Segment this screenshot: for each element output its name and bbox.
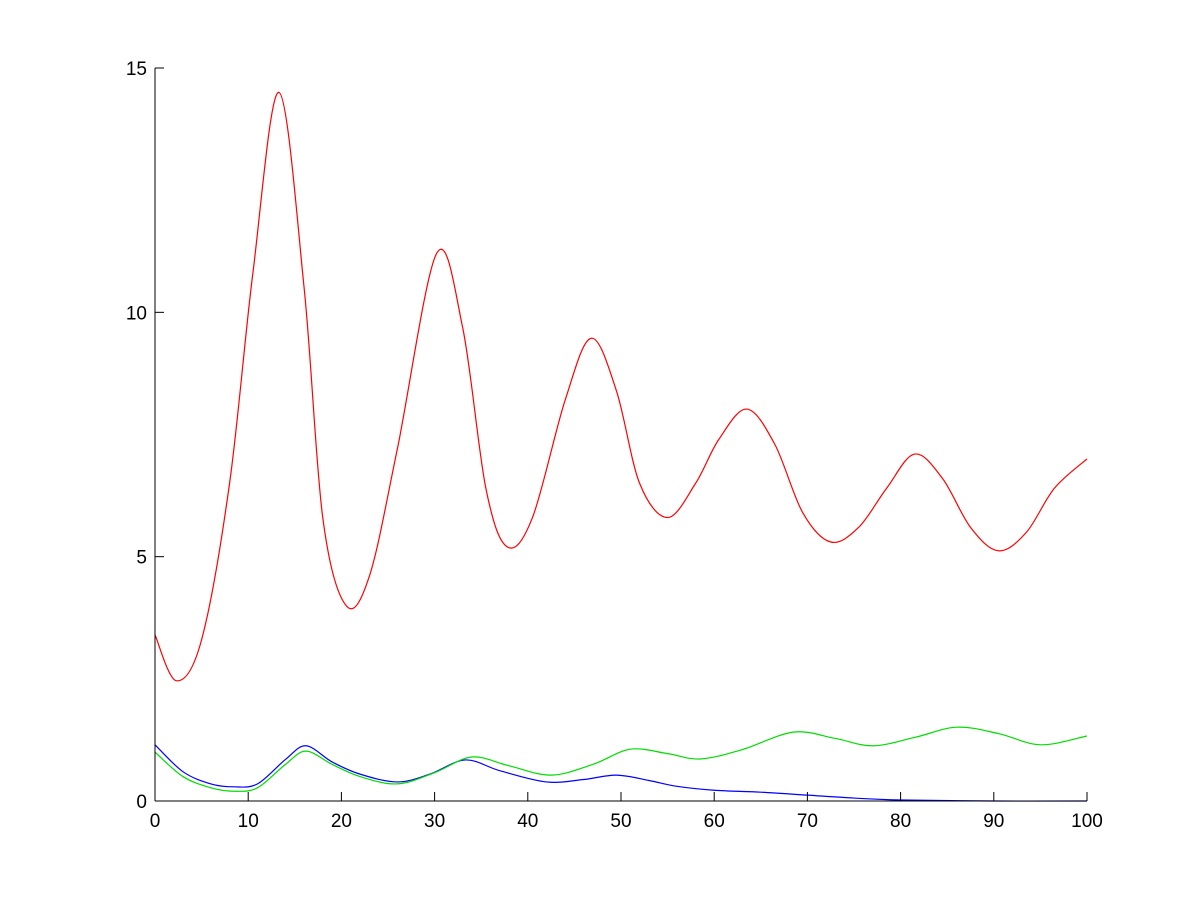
x-tick-label: 80 (890, 811, 911, 832)
y-tick-label: 0 (136, 792, 147, 813)
x-tick-label: 0 (150, 811, 161, 832)
tick-layer: 0 10 20 30 40 50 60 70 80 90 100 0 5 10 15 (126, 59, 1103, 832)
x-tick-label: 10 (238, 811, 259, 832)
series-line-1 (154, 744, 1088, 802)
x-tick-label: 90 (983, 811, 1004, 832)
x-tick-label: 60 (704, 811, 725, 832)
x-tick-label: 100 (1071, 811, 1103, 832)
y-tick-label: 10 (126, 303, 147, 324)
x-tick-label: 40 (517, 811, 538, 832)
x-tick-label: 30 (424, 811, 445, 832)
x-tick-label: 20 (331, 811, 352, 832)
series-line-2 (154, 726, 1088, 792)
x-tick-label: 50 (610, 811, 631, 832)
y-tick-label: 15 (126, 59, 147, 80)
x-tick-label: 70 (797, 811, 818, 832)
series-line-0 (154, 91, 1088, 682)
series-layer (154, 91, 1088, 802)
y-tick-label: 5 (136, 548, 147, 569)
